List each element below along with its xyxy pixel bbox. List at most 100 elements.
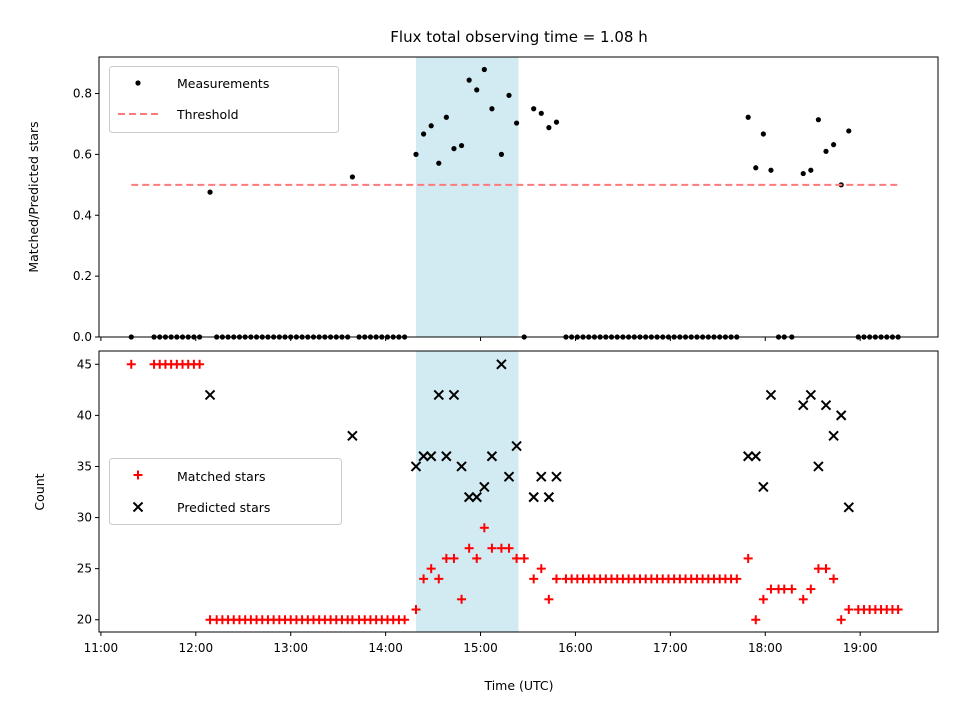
measurement-point [745, 114, 751, 120]
predicted-star-point [204, 389, 216, 401]
predicted-star-point [511, 440, 522, 452]
top-legend-box [109, 66, 339, 133]
matched-star-point [743, 553, 753, 563]
matched-star-point [751, 615, 761, 625]
measurement-point [514, 120, 520, 126]
bottom-ytick-label: 30 [77, 511, 92, 525]
top-legend: Measurements Threshold [109, 66, 339, 133]
bottom-legend: Matched stars Predicted stars [109, 458, 342, 525]
top-ytick-label: 0.2 [73, 269, 92, 283]
measurement-point [768, 167, 774, 173]
predicted-star-point [543, 491, 555, 503]
bottom-xtick-label: 13:00 [273, 641, 308, 655]
predicted-star-point [425, 451, 437, 462]
measurement-point [546, 125, 552, 131]
top-panel: 0.00.20.40.60.8 Matched/Predicted stars … [26, 56, 939, 344]
measurement-point [538, 110, 544, 116]
bottom-ytick-label: 25 [77, 562, 92, 576]
matched-star-point [195, 359, 205, 369]
top-yticks: 0.0 0.2 0.4 0.6 0.8 [73, 87, 99, 344]
bottom-xtick-label: 19:00 [843, 641, 878, 655]
predicted-star-point [805, 389, 817, 401]
bottom-xtick-label: 12:00 [179, 641, 214, 655]
matched-star-point [732, 574, 742, 584]
measurement-point [481, 66, 487, 73]
top-ylabel: Matched/Predicted stars [26, 121, 41, 272]
bottom-ytick-label: 40 [77, 408, 92, 422]
measurement-point [413, 151, 419, 157]
chart-title: Flux total observing time = 1.08 h [390, 28, 647, 46]
top-axes-frame [98, 56, 939, 338]
measurement-point [451, 146, 457, 152]
matched-star-point [434, 574, 444, 584]
matched-star-point [457, 594, 467, 604]
measurement-point [436, 160, 442, 166]
predicted-star-point [479, 481, 490, 493]
matched-star-point [821, 564, 831, 574]
matched-star-point [449, 553, 459, 563]
matched-star-point [551, 574, 561, 584]
measurement-point [800, 170, 806, 177]
bottom-xtick-label: 16:00 [558, 641, 593, 655]
predicted-star-point [441, 451, 452, 462]
measurement-point [207, 189, 213, 195]
predicted-star-point [750, 451, 761, 462]
matched-star-point [529, 574, 539, 584]
measurement-point [420, 131, 427, 137]
measurement-point [466, 77, 472, 83]
matched-star-point [126, 359, 136, 369]
predicted-star-point [486, 451, 498, 462]
bottom-xticks: 11:00 12:00 13:00 14:00 15:00 16:00 17:00 18:00… [84, 632, 878, 655]
bottom-xtick-label: 14:00 [368, 641, 403, 655]
predicted-star-point [765, 389, 777, 401]
predicted-star-point [496, 359, 507, 370]
bottom-xtick-label: 15:00 [463, 641, 498, 655]
matched-star-point [536, 564, 546, 574]
measurement-point [815, 117, 822, 123]
predicted-star-point [843, 502, 854, 513]
measurement-point [458, 142, 465, 149]
legend-matched-marker [133, 470, 143, 480]
predicted-star-point [471, 491, 482, 503]
matched-star-point [426, 564, 436, 574]
matched-star-point [472, 553, 482, 563]
predicted-star-point [528, 491, 539, 503]
top-ytick-label: 0.8 [73, 87, 92, 101]
bottom-xtick-label: 18:00 [748, 641, 783, 655]
predicted-star-point [828, 430, 839, 442]
predicted-star-point [820, 399, 832, 411]
measurement-point [823, 148, 829, 154]
predicted-star-point [463, 491, 475, 503]
measurement-point [830, 142, 837, 148]
predicted-star-point [742, 451, 754, 462]
measurement-point [506, 92, 512, 98]
bottom-ytick-label: 45 [77, 357, 92, 371]
matched-star-point [411, 605, 421, 615]
measurement-point [443, 114, 449, 120]
measurement-point [498, 151, 505, 157]
legend-matched-label: Matched stars [177, 469, 265, 484]
matched-star-point [504, 543, 514, 553]
matched-star-point [836, 615, 846, 625]
matched-star-point [779, 584, 789, 594]
matched-star-point [806, 584, 816, 594]
matched-star-point [766, 584, 776, 594]
matched-star-point [512, 553, 522, 563]
predicted-star-point [456, 461, 467, 472]
measurement-point [760, 131, 766, 137]
matched-star-point [829, 574, 839, 584]
top-ytick-label: 0.0 [73, 330, 92, 344]
matched-star-point [464, 543, 474, 553]
matched-star-point [893, 605, 903, 615]
matched-star-point [758, 594, 768, 604]
top-span [415, 57, 519, 337]
matched-star-point [441, 553, 451, 563]
measurement-point [428, 123, 434, 129]
predicted-star-point [536, 471, 547, 482]
matched-star-point [496, 543, 506, 553]
bottom-marks [126, 359, 903, 625]
bottom-xlabel: Time (UTC) [483, 678, 553, 693]
measurement-point [753, 165, 759, 171]
matched-star-point [544, 594, 554, 604]
matched-star-point [487, 543, 497, 553]
